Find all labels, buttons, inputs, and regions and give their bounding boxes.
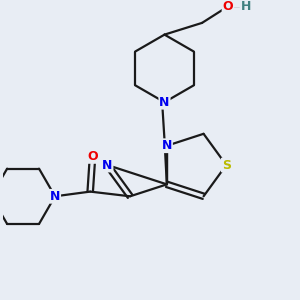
Text: O: O	[223, 0, 233, 13]
Text: S: S	[222, 159, 231, 172]
Text: N: N	[102, 159, 112, 172]
Text: H: H	[241, 0, 251, 13]
Text: N: N	[162, 139, 172, 152]
Text: N: N	[159, 96, 170, 109]
Text: O: O	[87, 150, 98, 163]
Text: N: N	[50, 190, 60, 203]
